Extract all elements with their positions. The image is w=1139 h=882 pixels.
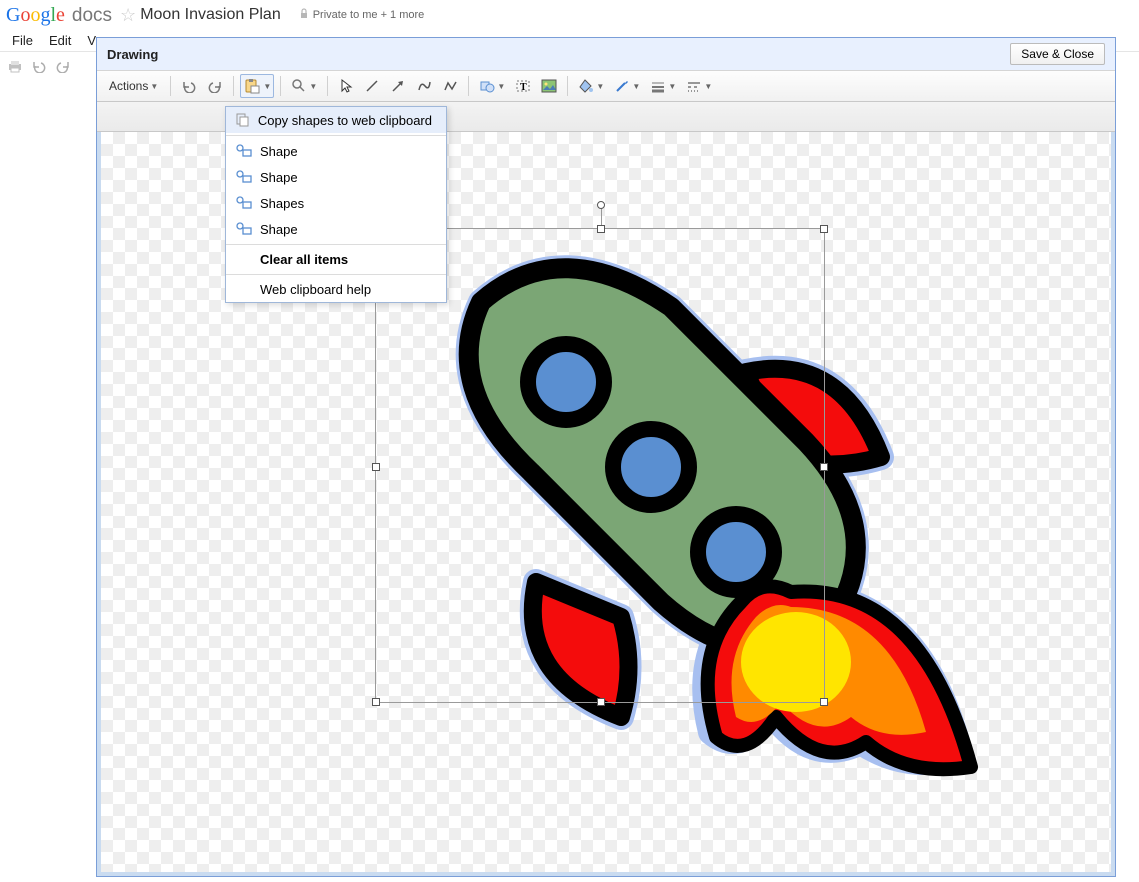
copy-icon [234,112,252,128]
dropdown-item-label: Shapes [260,196,304,211]
web-clipboard-button[interactable]: ▼ [240,74,274,98]
chevron-down-icon: ▼ [497,82,505,91]
shape-icon [234,143,254,159]
line-color-button[interactable]: ▼ [610,74,644,98]
shape-tool-button[interactable]: ▼ [475,74,509,98]
dropdown-item-label: Shape [260,170,298,185]
separator [170,76,171,96]
google-logo: Google docs [6,4,112,27]
resize-handle-w[interactable] [372,463,380,471]
chevron-down-icon: ▼ [596,82,604,91]
separator [233,76,234,96]
resize-handle-se[interactable] [820,698,828,706]
rotation-handle[interactable] [597,201,605,209]
redo-icon[interactable] [54,57,72,75]
shape-icon [234,195,254,211]
curve-tool-button[interactable] [412,74,436,98]
zoom-button[interactable]: ▼ [287,74,321,98]
dropdown-item[interactable]: Shape [226,138,446,164]
resize-handle-s[interactable] [597,698,605,706]
svg-text:T: T [520,82,527,93]
resize-handle-e[interactable] [820,463,828,471]
separator [468,76,469,96]
separator [280,76,281,96]
dropdown-item[interactable]: Copy shapes to web clipboard [226,107,446,133]
chevron-down-icon: ▼ [668,82,676,91]
shape-icon [234,221,254,237]
drawing-toolbar: Actions ▼ ▼ ▼ ▼ T ▼ ▼ ▼ ▼ [97,70,1115,102]
web-clipboard-dropdown: Copy shapes to web clipboard Shape Shape Sh… [225,106,447,303]
dropdown-separator [226,274,446,275]
dropdown-item-label: Shape [260,222,298,237]
drawing-window: Drawing Save & Close Actions ▼ ▼ ▼ ▼ T ▼… [96,37,1116,877]
shape-icon [234,169,254,185]
line-tool-button[interactable] [360,74,384,98]
dropdown-separator [226,135,446,136]
menu-edit[interactable]: Edit [41,31,79,50]
dropdown-item-label: Web clipboard help [260,282,371,297]
dropdown-item[interactable]: Clear all items [226,247,446,272]
fill-color-button[interactable]: ▼ [574,74,608,98]
star-icon[interactable]: ☆ [120,5,136,26]
undo-button[interactable] [177,74,201,98]
dropdown-item[interactable]: Web clipboard help [226,277,446,302]
text-tool-button[interactable]: T [511,74,535,98]
image-tool-button[interactable] [537,74,561,98]
privacy-text: Private to me + 1 more [313,9,425,21]
chevron-down-icon: ▼ [150,82,158,91]
dropdown-item[interactable]: Shape [226,164,446,190]
actions-menu-button[interactable]: Actions ▼ [103,77,164,95]
privacy-indicator[interactable]: Private to me + 1 more [299,8,425,22]
separator [327,76,328,96]
print-icon[interactable] [6,57,24,75]
chevron-down-icon: ▼ [704,82,712,91]
arrow-tool-button[interactable] [386,74,410,98]
redo-button[interactable] [203,74,227,98]
dropdown-item[interactable]: Shapes [226,190,446,216]
dropdown-item-label: Shape [260,144,298,159]
docs-label: docs [72,5,112,26]
app-header: Google docs ☆ Moon Invasion Plan Private… [0,0,1139,30]
chevron-down-icon: ▼ [263,82,271,91]
chevron-down-icon: ▼ [309,82,317,91]
actions-label: Actions [109,79,148,93]
line-dash-button[interactable]: ▼ [682,74,716,98]
document-title[interactable]: Moon Invasion Plan [140,6,281,24]
chevron-down-icon: ▼ [632,82,640,91]
resize-handle-n[interactable] [597,225,605,233]
separator [567,76,568,96]
lock-icon [299,8,309,22]
drawing-header: Drawing Save & Close [97,38,1115,70]
resize-handle-ne[interactable] [820,225,828,233]
dropdown-item-label: Copy shapes to web clipboard [258,113,432,128]
save-and-close-button[interactable]: Save & Close [1010,43,1105,65]
drawing-title: Drawing [107,47,158,62]
resize-handle-sw[interactable] [372,698,380,706]
undo-icon[interactable] [30,57,48,75]
polyline-tool-button[interactable] [438,74,462,98]
dropdown-item[interactable]: Shape [226,216,446,242]
dropdown-item-label: Clear all items [260,252,348,267]
dropdown-separator [226,244,446,245]
select-tool-button[interactable] [334,74,358,98]
menu-file[interactable]: File [4,31,41,50]
line-weight-button[interactable]: ▼ [646,74,680,98]
